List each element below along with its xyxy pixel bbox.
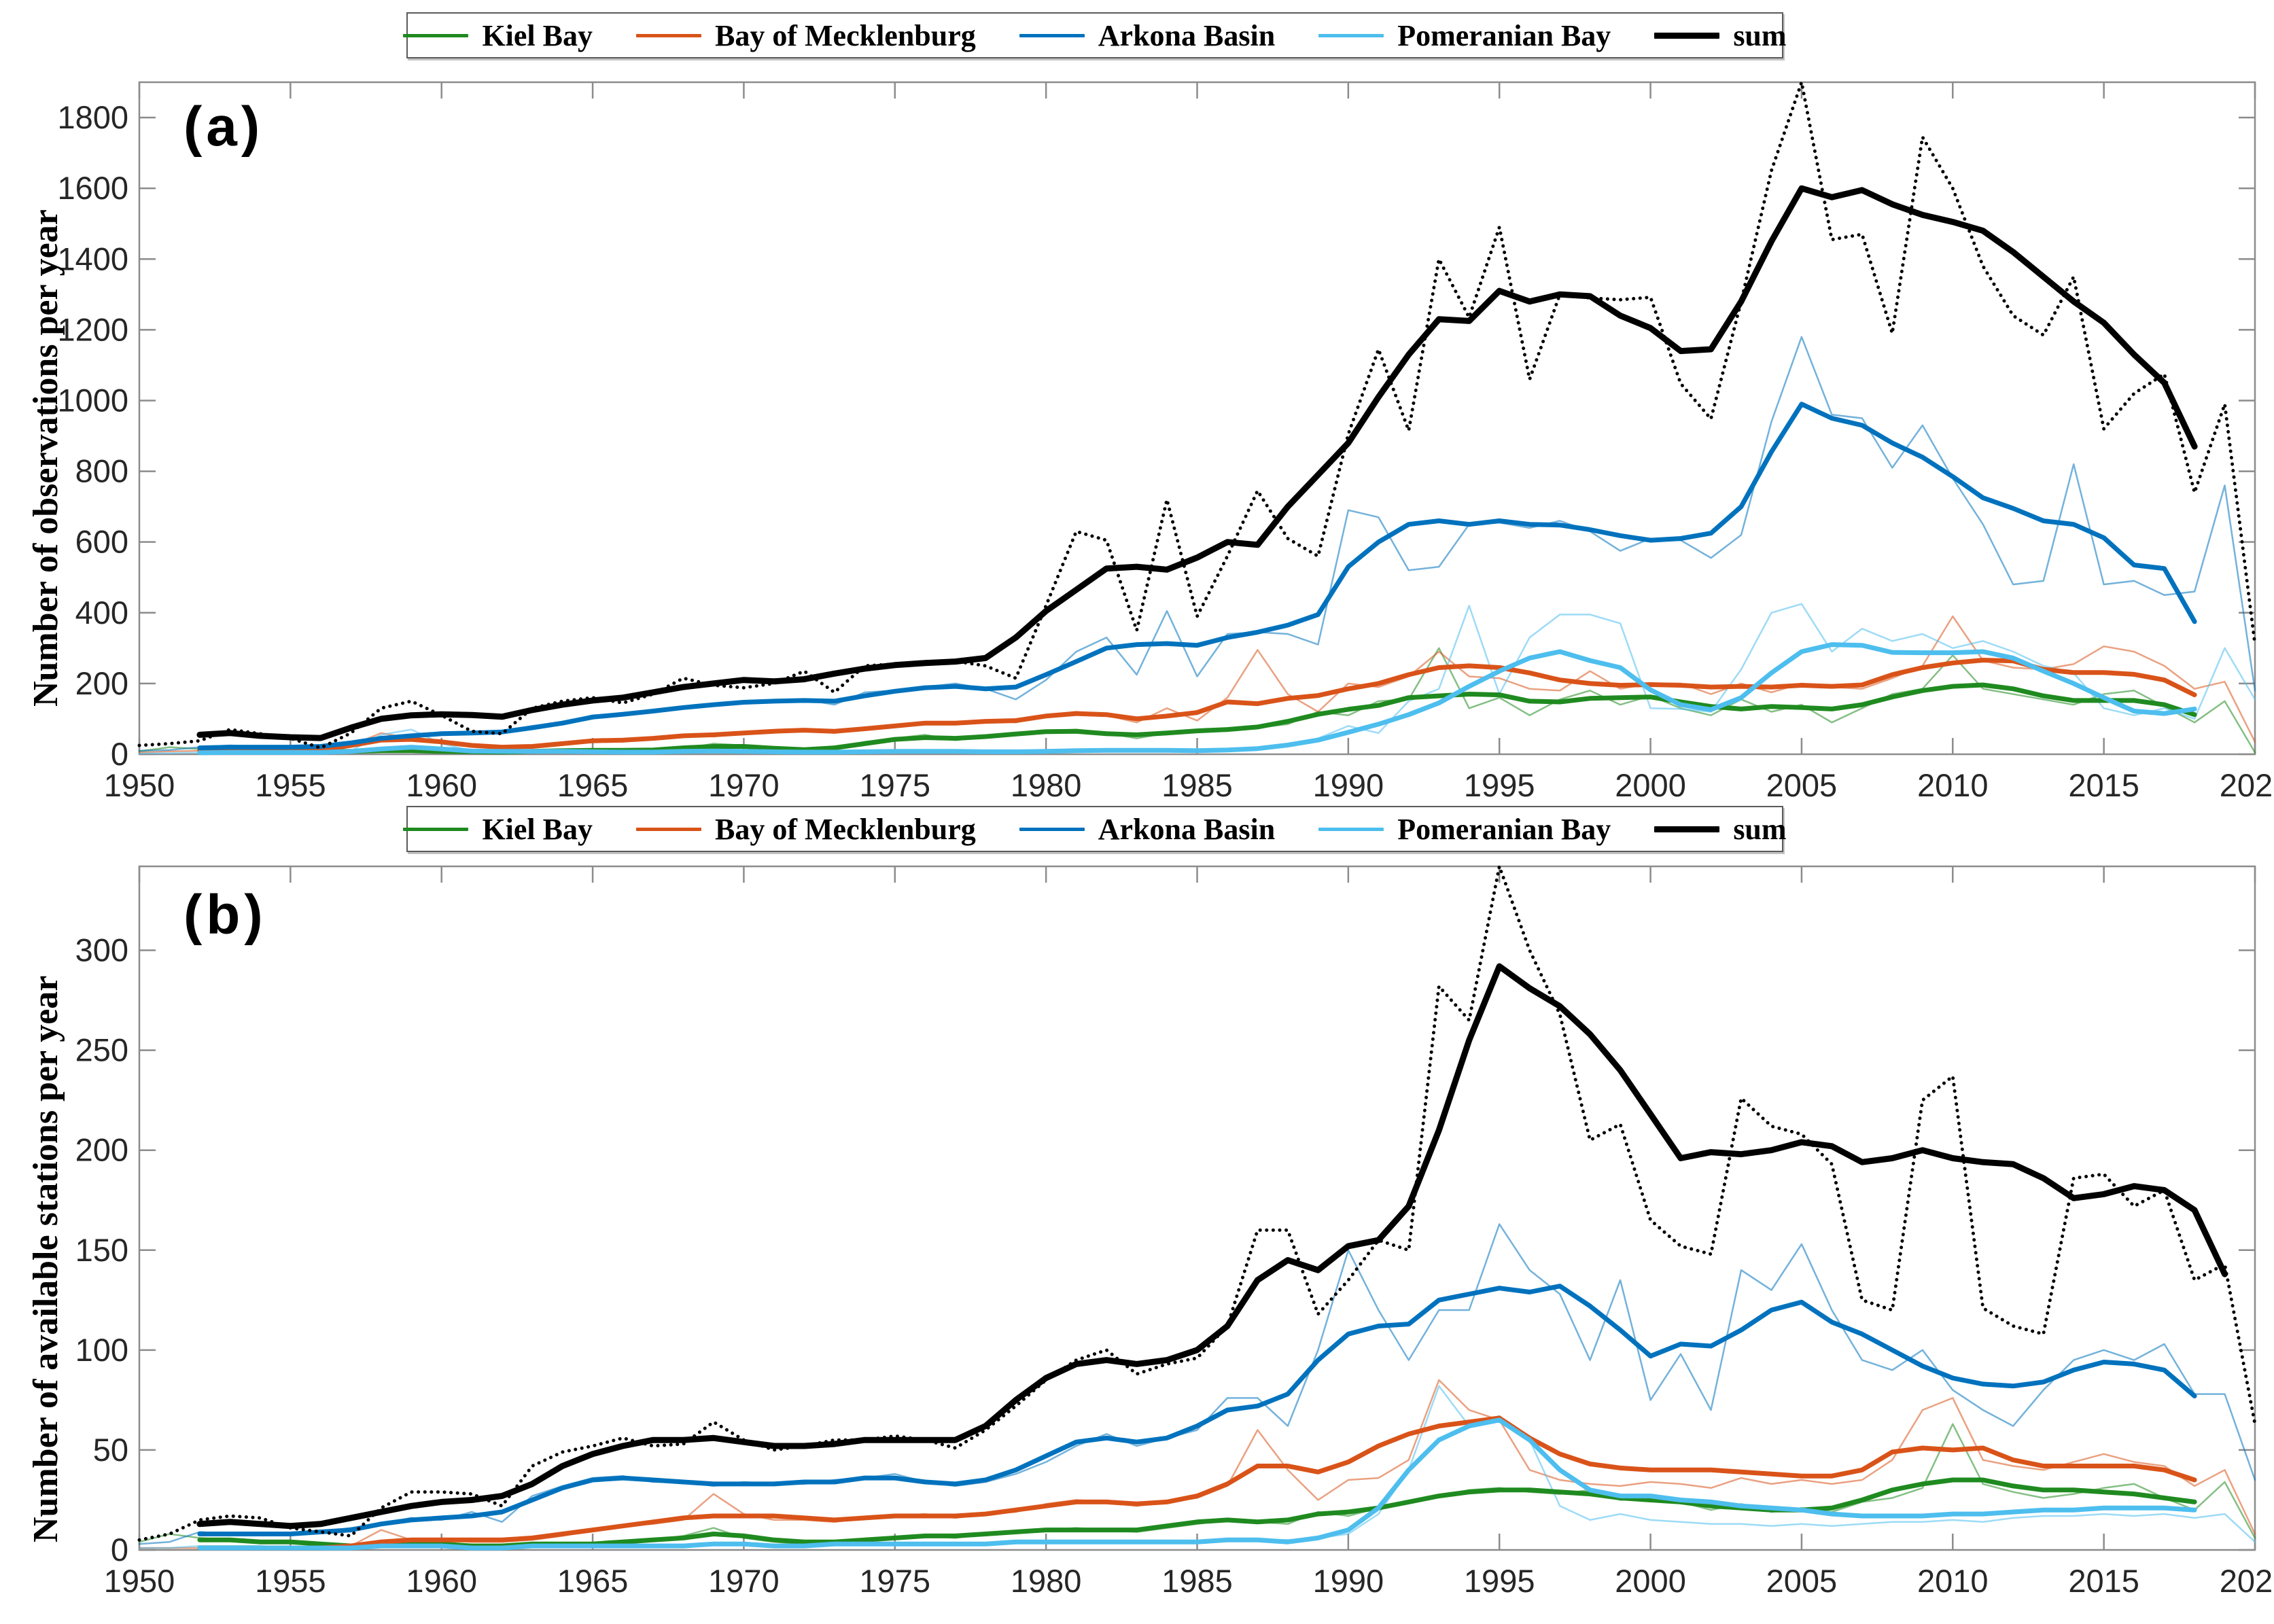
x-tick-label: 1980 bbox=[1011, 767, 1082, 803]
x-tick-label: 1990 bbox=[1313, 767, 1384, 803]
series-line-sum bbox=[196, 963, 2228, 1530]
x-tick-label: 2000 bbox=[1615, 767, 1686, 803]
x-tick-label: 1990 bbox=[1313, 1563, 1384, 1599]
panel-a: 1950 1955 1960 1965 1970 1975 1980 1985 1990 1995… bbox=[57, 80, 2274, 803]
pomeranian-bay-line-swatch-icon bbox=[1318, 827, 1384, 831]
x-tick-label: 2005 bbox=[1766, 767, 1838, 803]
kiel-bay-line-swatch-icon bbox=[403, 827, 469, 831]
series-line-sum bbox=[196, 185, 2198, 741]
x-tick-label: 2010 bbox=[1917, 767, 1989, 803]
x-tick-label: 1960 bbox=[406, 767, 477, 803]
y-tick-label: 1600 bbox=[57, 170, 128, 206]
x-tick-label: 1965 bbox=[557, 767, 629, 803]
panel-tag-a: (a) bbox=[183, 96, 264, 158]
legend-item-label: Pomeranian Bay bbox=[1397, 18, 1611, 52]
x-tick-label: 1975 bbox=[860, 767, 931, 803]
legend-item-label: Arkona Basin bbox=[1098, 812, 1276, 846]
x-tick-label: 1985 bbox=[1161, 767, 1233, 803]
legend-item-label: Pomeranian Bay bbox=[1397, 812, 1611, 846]
legend-a: Kiel Bay Bay of Mecklenburg Arkona Basin Po… bbox=[403, 12, 1787, 58]
y-tick-label: 0 bbox=[111, 736, 128, 772]
series-line-sum-annual bbox=[137, 864, 2257, 1542]
legend-item-label: Kiel Bay bbox=[482, 18, 593, 52]
x-tick-label: 1950 bbox=[104, 1563, 175, 1599]
legend-item-sum[interactable]: sum bbox=[1654, 18, 1787, 53]
legend-item-label: sum bbox=[1733, 18, 1787, 52]
legend-b: Kiel Bay Bay of Mecklenburg Arkona Basin Po… bbox=[403, 806, 1787, 852]
series-line-pomeranian-bay bbox=[197, 642, 2197, 756]
series-line-kiel-bay-annual bbox=[138, 1423, 2256, 1547]
y-tick-label: 1200 bbox=[57, 311, 128, 347]
series-line-bay-of-mecklenburg bbox=[197, 1415, 2197, 1551]
y-tick-label: 150 bbox=[75, 1232, 128, 1268]
sum-line-swatch-icon bbox=[1654, 826, 1720, 832]
legend-item-bay-of-mecklenburg[interactable]: Bay of Mecklenburg bbox=[636, 812, 976, 847]
arkona-basin-line-swatch-icon bbox=[1019, 827, 1085, 831]
y-tick-label: 1400 bbox=[57, 241, 128, 277]
x-tick-label: 2005 bbox=[1766, 1563, 1838, 1599]
legend-item-label: Arkona Basin bbox=[1098, 18, 1276, 52]
x-tick-label: 1985 bbox=[1161, 1563, 1233, 1599]
bay-of-mecklenburg-line-swatch-icon bbox=[636, 33, 702, 37]
y-tick-label: 250 bbox=[75, 1032, 128, 1068]
legend-item-pomeranian-bay[interactable]: Pomeranian Bay bbox=[1318, 812, 1611, 847]
series-line-arkona-basin bbox=[197, 1284, 2197, 1536]
y-axis-title-a: Number of observations per year bbox=[27, 209, 65, 707]
series-line-arkona-basin bbox=[197, 402, 2197, 751]
panel-tag-b: (b) bbox=[183, 884, 267, 946]
y-tick-label: 600 bbox=[75, 524, 128, 560]
legend-item-label: Bay of Mecklenburg bbox=[715, 812, 976, 846]
legend-item-pomeranian-bay[interactable]: Pomeranian Bay bbox=[1318, 18, 1611, 53]
y-tick-label: 100 bbox=[75, 1332, 128, 1368]
x-tick-label: 1970 bbox=[708, 1563, 780, 1599]
series-line-pomeranian-bay bbox=[197, 1417, 2197, 1551]
x-tick-label: 1960 bbox=[406, 1563, 477, 1599]
kiel-bay-line-swatch-icon bbox=[403, 33, 469, 37]
y-tick-label: 200 bbox=[75, 1132, 128, 1168]
x-tick-label: 2010 bbox=[1917, 1563, 1989, 1599]
y-tick-label: 200 bbox=[75, 665, 128, 701]
x-tick-label: 2015 bbox=[2068, 1563, 2139, 1599]
bay-of-mecklenburg-line-swatch-icon bbox=[636, 827, 702, 831]
x-tick-label: 1995 bbox=[1464, 767, 1535, 803]
legend-item-kiel-bay[interactable]: Kiel Bay bbox=[403, 18, 593, 53]
legend-item-arkona-basin[interactable]: Arkona Basin bbox=[1019, 812, 1275, 847]
legend-item-sum[interactable]: sum bbox=[1654, 812, 1787, 847]
y-tick-label: 50 bbox=[93, 1432, 128, 1468]
legend-item-kiel-bay[interactable]: Kiel Bay bbox=[403, 812, 593, 847]
legend-item-label: Kiel Bay bbox=[482, 812, 593, 846]
x-tick-label: 1995 bbox=[1464, 1563, 1535, 1599]
y-tick-label: 800 bbox=[75, 453, 128, 489]
panel-b: 1950 1955 1960 1965 1970 1975 1980 1985 1990 1995… bbox=[75, 864, 2274, 1599]
sum-line-swatch-icon bbox=[1654, 32, 1720, 39]
series-line-bay-of-mecklenburg bbox=[197, 658, 2197, 754]
arkona-basin-line-swatch-icon bbox=[1019, 33, 1085, 37]
y-axis-title-b: Number of available stations per year bbox=[27, 975, 65, 1542]
legend-item-label: sum bbox=[1733, 812, 1787, 846]
x-tick-label: 1970 bbox=[708, 767, 780, 803]
y-tick-label: 1800 bbox=[57, 99, 128, 135]
legend-item-bay-of-mecklenburg[interactable]: Bay of Mecklenburg bbox=[636, 18, 976, 53]
y-tick-label: 1000 bbox=[57, 382, 128, 418]
series-line-sum-annual bbox=[137, 80, 2257, 750]
x-tick-label: 1965 bbox=[557, 1563, 629, 1599]
legend-item-arkona-basin[interactable]: Arkona Basin bbox=[1019, 18, 1275, 53]
x-tick-label: 1955 bbox=[255, 767, 326, 803]
x-tick-label: 2015 bbox=[2068, 767, 2139, 803]
legend-item-label: Bay of Mecklenburg bbox=[715, 18, 976, 52]
x-tick-label: 1955 bbox=[255, 1563, 326, 1599]
x-tick-label: 2000 bbox=[1615, 1563, 1686, 1599]
y-tick-label: 300 bbox=[75, 932, 128, 968]
pomeranian-bay-line-swatch-icon bbox=[1318, 33, 1384, 37]
y-tick-label: 0 bbox=[111, 1532, 128, 1568]
y-tick-label: 400 bbox=[75, 595, 128, 631]
x-tick-label: 1980 bbox=[1011, 1563, 1082, 1599]
x-tick-label: 1975 bbox=[860, 1563, 931, 1599]
series-line-arkona-basin-annual bbox=[138, 1223, 2256, 1545]
x-tick-label: 1950 bbox=[104, 767, 175, 803]
